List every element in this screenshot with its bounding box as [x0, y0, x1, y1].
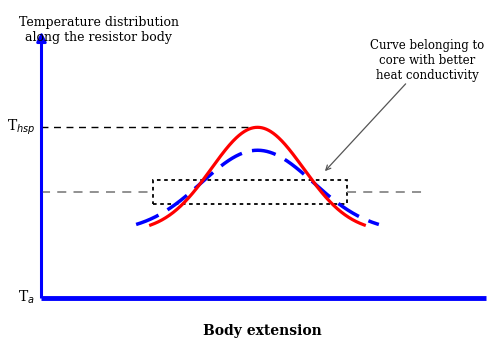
Text: T$_{a}$: T$_{a}$	[19, 289, 35, 306]
Bar	[153, 180, 347, 204]
Text: T$_{hsp}$: T$_{hsp}$	[7, 118, 35, 137]
Text: Temperature distribution
along the resistor body: Temperature distribution along the resis…	[19, 16, 179, 44]
Text: Curve belonging to
core with better
heat conductivity: Curve belonging to core with better heat…	[326, 39, 484, 170]
Text: Body extension: Body extension	[203, 324, 322, 338]
